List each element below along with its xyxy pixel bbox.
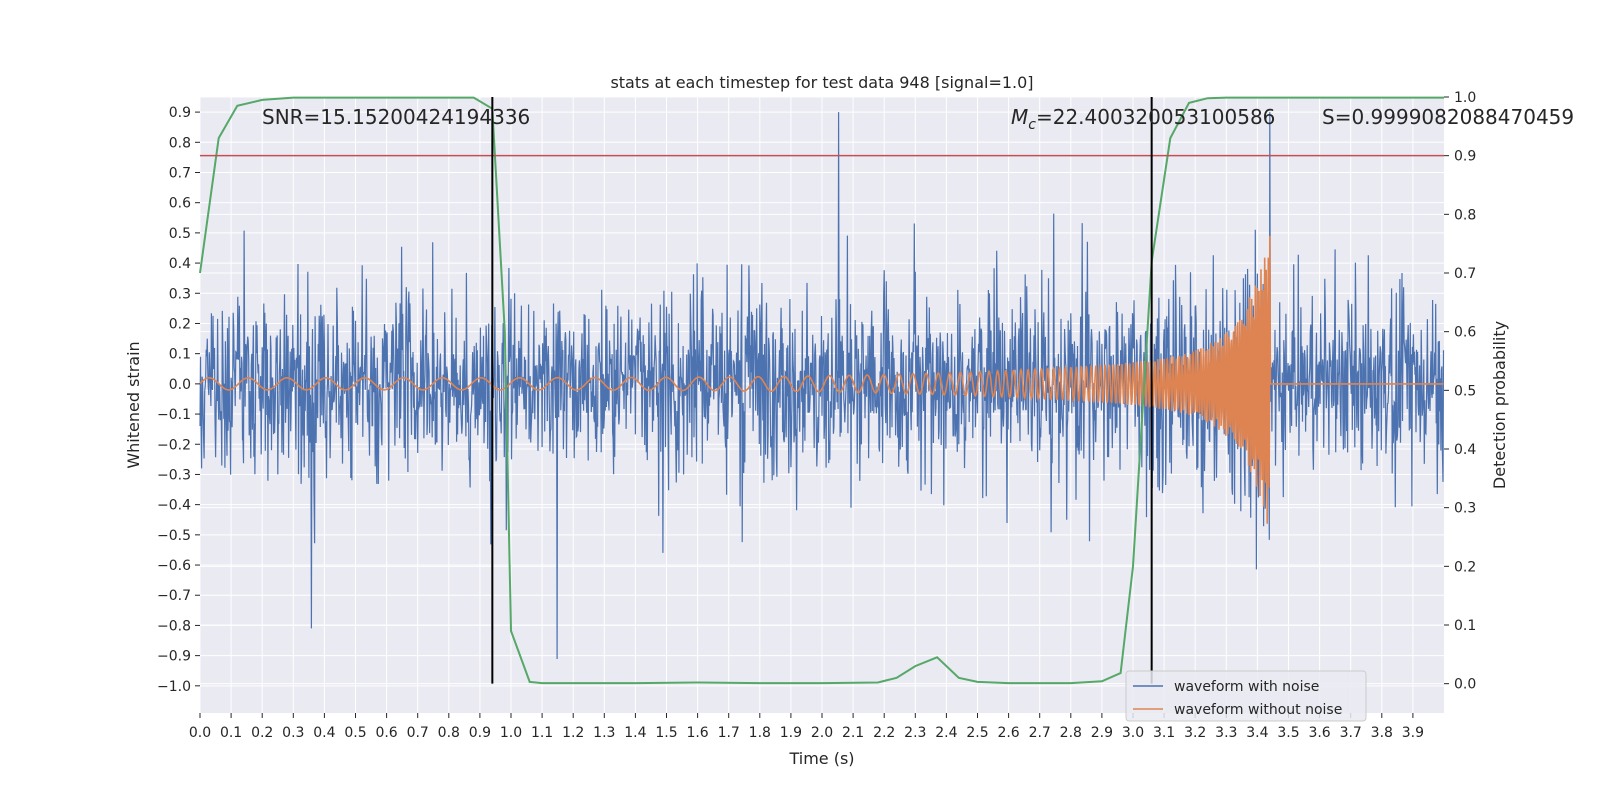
x-tick-label: 2.4 <box>935 725 957 741</box>
x-tick-label: 1.8 <box>749 725 771 741</box>
legend-label-clean: waveform without noise <box>1174 702 1342 718</box>
y2-tick-label: 0.3 <box>1454 501 1476 517</box>
x-tick-label: 1.3 <box>593 725 615 741</box>
x-tick-label: 2.8 <box>1060 725 1082 741</box>
x-tick-label: 1.6 <box>686 725 708 741</box>
y-tick-label: −1.0 <box>157 679 191 695</box>
x-axis-ticks: 0.0 0.1 0.2 0.3 0.4 0.5 0.6 0.7 0.8 0.9 1.0 1.1 1.2 1… <box>189 713 1424 741</box>
y2-tick-label: 1.0 <box>1454 90 1476 106</box>
x-tick-label: 2.0 <box>811 725 833 741</box>
y-axis-ticks: 0.9 0.8 0.7 0.6 0.5 0.4 0.3 0.2 0.1 0.0 −0.1 −0.2 −0… <box>157 105 200 695</box>
x-tick-label: 3.6 <box>1308 725 1330 741</box>
mc-annotation: Mc=22.400320053100586 <box>1011 105 1275 133</box>
x-tick-label: 0.6 <box>375 725 397 741</box>
x-tick-label: 0.2 <box>251 725 273 741</box>
y-axis-label: Whitened strain <box>124 341 143 468</box>
y-tick-label: 0.7 <box>169 165 191 181</box>
x-tick-label: 3.1 <box>1153 725 1175 741</box>
s-annotation: S=0.9999082088470459 <box>1322 105 1574 129</box>
x-tick-label: 3.5 <box>1277 725 1299 741</box>
markers <box>200 97 1444 684</box>
x-tick-label: 1.7 <box>718 725 740 741</box>
x-tick-label: 0.3 <box>282 725 304 741</box>
x-tick-label: 3.4 <box>1246 725 1268 741</box>
y2-tick-label: 0.2 <box>1454 559 1476 575</box>
mc-symbol: M <box>1011 105 1028 129</box>
x-tick-label: 1.0 <box>500 725 522 741</box>
y-tick-label: −0.4 <box>157 498 191 514</box>
x-tick-label: 3.3 <box>1215 725 1237 741</box>
x-tick-label: 2.3 <box>904 725 926 741</box>
x-tick-label: 1.5 <box>655 725 677 741</box>
y-tick-label: −0.7 <box>157 588 191 604</box>
y2-tick-label: 0.7 <box>1454 266 1476 282</box>
x-tick-label: 3.8 <box>1371 725 1393 741</box>
x-tick-label: 0.7 <box>407 725 429 741</box>
x-tick-label: 2.5 <box>966 725 988 741</box>
x-tick-label: 0.0 <box>189 725 211 741</box>
y-tick-label: 0.8 <box>169 135 191 151</box>
x-tick-label: 1.1 <box>531 725 553 741</box>
y-tick-label: −0.3 <box>157 467 191 483</box>
x-tick-label: 2.6 <box>997 725 1019 741</box>
y2-tick-label: 0.0 <box>1454 677 1476 693</box>
x-tick-label: 2.7 <box>1029 725 1051 741</box>
y-tick-label: −0.5 <box>157 528 191 544</box>
x-tick-label: 3.9 <box>1402 725 1424 741</box>
x-tick-label: 0.1 <box>220 725 242 741</box>
x-axis-label: Time (s) <box>788 749 854 768</box>
mc-subscript: c <box>1028 117 1036 133</box>
y2-tick-label: 0.4 <box>1454 442 1476 458</box>
y-tick-label: −0.1 <box>157 407 191 423</box>
x-tick-label: 0.9 <box>469 725 491 741</box>
series-detection-probability <box>199 96 1444 685</box>
x-tick-label: 0.5 <box>344 725 366 741</box>
y-tick-label: 0.6 <box>169 196 191 212</box>
snr-annotation: SNR=15.15200424194336 <box>262 105 530 129</box>
legend-label-noisy: waveform with noise <box>1174 679 1319 695</box>
y-tick-label: −0.8 <box>157 618 191 634</box>
x-tick-label: 2.2 <box>873 725 895 741</box>
y-tick-label: −0.2 <box>157 437 191 453</box>
y2-tick-label: 0.6 <box>1454 325 1476 341</box>
chart-title: stats at each timestep for test data 948… <box>610 73 1033 92</box>
y2-tick-label: 0.5 <box>1454 383 1476 399</box>
y-tick-label: −0.9 <box>157 649 191 665</box>
x-tick-label: 1.4 <box>624 725 646 741</box>
mc-value: =22.400320053100586 <box>1036 105 1275 129</box>
y-tick-label: 0.5 <box>169 226 191 242</box>
x-tick-label: 1.2 <box>562 725 584 741</box>
y2-tick-label: 0.9 <box>1454 149 1476 165</box>
y2-tick-label: 0.8 <box>1454 207 1476 223</box>
x-tick-label: 0.4 <box>313 725 335 741</box>
probability-line <box>199 96 1444 685</box>
y2-axis-label: Detection probability <box>1490 321 1509 489</box>
x-tick-label: 0.8 <box>438 725 460 741</box>
y-tick-label: 0.4 <box>169 256 191 272</box>
legend: waveform with noise waveform without noi… <box>1125 670 1367 722</box>
x-tick-label: 1.9 <box>780 725 802 741</box>
x-tick-label: 3.7 <box>1340 725 1362 741</box>
y2-tick-label: 0.1 <box>1454 618 1476 634</box>
y-tick-label: 0.9 <box>169 105 191 121</box>
series-waveform-without-noise <box>199 235 1444 524</box>
x-tick-label: 2.9 <box>1091 725 1113 741</box>
legend-box <box>1125 670 1367 722</box>
clean-waveform-line <box>199 235 1444 524</box>
x-tick-label: 2.1 <box>842 725 864 741</box>
y-tick-label: 0.1 <box>169 347 191 363</box>
y2-axis-ticks: 1.0 0.9 0.8 0.7 0.6 0.5 0.4 0.3 0.2 0.1 0.0 <box>1444 90 1476 693</box>
y-tick-label: 0.0 <box>169 377 191 393</box>
x-tick-label: 3.2 <box>1184 725 1206 741</box>
y-tick-label: 0.3 <box>169 286 191 302</box>
y-tick-label: −0.6 <box>157 558 191 574</box>
x-tick-label: 3.0 <box>1122 725 1144 741</box>
y-tick-label: 0.2 <box>169 316 191 332</box>
